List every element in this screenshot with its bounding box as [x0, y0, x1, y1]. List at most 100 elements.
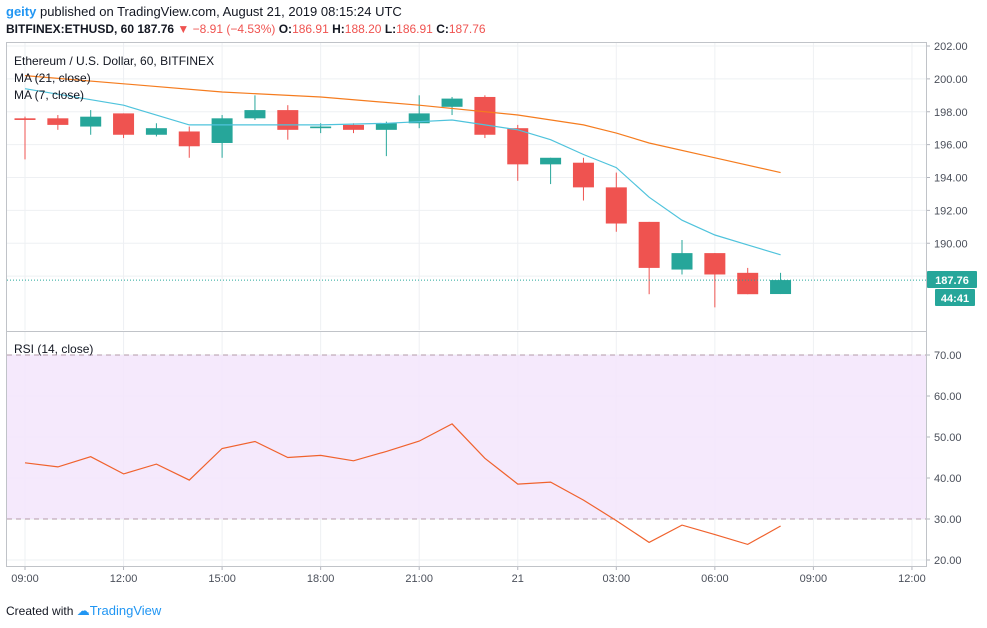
price-tick-label: 192.00 — [934, 205, 968, 217]
chart-frame — [6, 42, 927, 567]
time-tick-label: 03:00 — [603, 573, 631, 585]
candle-body — [507, 128, 529, 165]
low-value: 186.91 — [396, 22, 433, 36]
candle-body — [572, 162, 594, 188]
price-tick-label: 198.00 — [934, 107, 968, 119]
candle — [145, 123, 167, 137]
candle-body — [277, 110, 299, 130]
candle-body — [343, 124, 364, 130]
time-tick-label: 09:00 — [11, 573, 39, 585]
candle-body — [244, 110, 266, 119]
candle-body — [14, 118, 36, 120]
symbol-header: BITFINEX:ETHUSD, 60 187.76 ▼ −8.91 (−4.5… — [6, 22, 486, 36]
high-label: H: — [332, 22, 345, 36]
price-grid — [7, 43, 926, 330]
close-value: 187.76 — [448, 22, 486, 36]
candle — [408, 95, 430, 129]
symbol-name: BITFINEX:ETHUSD, 60 — [6, 22, 135, 36]
candle-body — [375, 123, 397, 130]
time-tick-label: 15:00 — [208, 573, 236, 585]
rsi-tick-label: 40.00 — [934, 473, 962, 485]
timer-badge: 44:41 — [941, 293, 969, 305]
candle-body — [638, 221, 660, 268]
tradingview-logo-icon[interactable]: ☁ — [76, 603, 90, 618]
publish-header: geity published on TradingView.com, Augu… — [6, 4, 402, 19]
candle — [113, 113, 135, 139]
time-tick-label: 12:00 — [898, 573, 926, 585]
price-badge-bg — [927, 271, 977, 288]
rsi-axis[interactable]: 70.00 60.00 50.00 40.00 30.00 20.00 — [926, 350, 962, 567]
footer: Created with ☁TradingView — [6, 603, 161, 619]
price-tick-label: 196.00 — [934, 140, 968, 152]
chart-title: Ethereum / U.S. Dollar, 60, BITFINEX — [14, 54, 214, 68]
last-price: 187.76 — [137, 22, 175, 36]
candle — [80, 110, 102, 135]
candle-body — [145, 128, 167, 135]
ma7-line — [24, 88, 781, 256]
triangle-down-icon: ▼ — [177, 22, 190, 36]
candle-body — [770, 280, 792, 295]
candles — [14, 95, 792, 308]
time-tick-label: 21 — [512, 573, 524, 585]
candle — [441, 96, 463, 116]
candle-body — [178, 131, 200, 147]
rsi-tick-label: 60.00 — [934, 391, 962, 403]
rsi-tick-label: 30.00 — [934, 514, 962, 526]
candle-body — [310, 126, 332, 129]
rsi-legend: RSI (14, close) — [14, 342, 93, 356]
candle — [737, 267, 759, 295]
ma21-legend: MA (21, close) — [14, 71, 91, 85]
candle — [375, 121, 397, 157]
ma7-legend: MA (7, close) — [14, 88, 84, 102]
candle — [671, 239, 693, 275]
time-tick-label: 09:00 — [800, 573, 828, 585]
candle-body — [737, 272, 759, 295]
candle — [704, 253, 726, 308]
author-name[interactable]: geity — [6, 4, 37, 19]
time-axis[interactable]: 09:00 12:00 15:00 18:00 21:00 21 03:00 06:00 09:… — [11, 566, 926, 585]
time-tick-label: 12:00 — [110, 573, 138, 585]
rsi-tick-label: 70.00 — [934, 350, 962, 362]
open-label: O: — [278, 22, 293, 36]
published-info: published on TradingView.com, August 21,… — [39, 4, 402, 19]
high-value: 188.20 — [344, 22, 382, 36]
low-label: L: — [384, 22, 397, 36]
candle-body — [47, 118, 69, 125]
candle — [638, 221, 660, 295]
price-axis[interactable]: 202.00 200.00 198.00 196.00 194.00 192.00 190.… — [926, 41, 968, 283]
time-tick-label: 18:00 — [307, 573, 335, 585]
candle — [277, 105, 299, 140]
price-badge: 187.76 — [935, 275, 969, 287]
candle — [14, 116, 36, 160]
candle — [572, 157, 594, 201]
candle — [178, 126, 200, 158]
candle-body — [671, 253, 693, 270]
candle — [540, 157, 562, 185]
candle-body — [408, 113, 430, 124]
candle-body — [441, 98, 463, 107]
candle — [605, 172, 627, 232]
time-tick-label: 06:00 — [701, 573, 729, 585]
candle — [474, 95, 496, 139]
price-tick-label: 200.00 — [934, 74, 968, 86]
close-label: C: — [436, 22, 449, 36]
rsi-tick-label: 50.00 — [934, 432, 962, 444]
candle — [47, 115, 69, 130]
timer-badge-bg — [935, 289, 975, 306]
ma21-line — [24, 75, 781, 174]
price-change: −8.91 (−4.53%) — [192, 22, 276, 36]
candle-body — [113, 113, 135, 135]
price-tick-label: 202.00 — [934, 41, 968, 53]
open-value: 186.91 — [292, 22, 329, 36]
tradingview-brand[interactable]: TradingView — [89, 603, 162, 618]
rsi-line — [24, 423, 781, 546]
price-tick-label: 194.00 — [934, 173, 968, 185]
candle — [244, 95, 266, 120]
candle — [770, 272, 792, 295]
candle — [507, 124, 529, 181]
candle — [211, 115, 233, 158]
candle — [343, 123, 364, 134]
rsi-band — [7, 355, 926, 519]
time-tick-label: 21:00 — [405, 573, 433, 585]
